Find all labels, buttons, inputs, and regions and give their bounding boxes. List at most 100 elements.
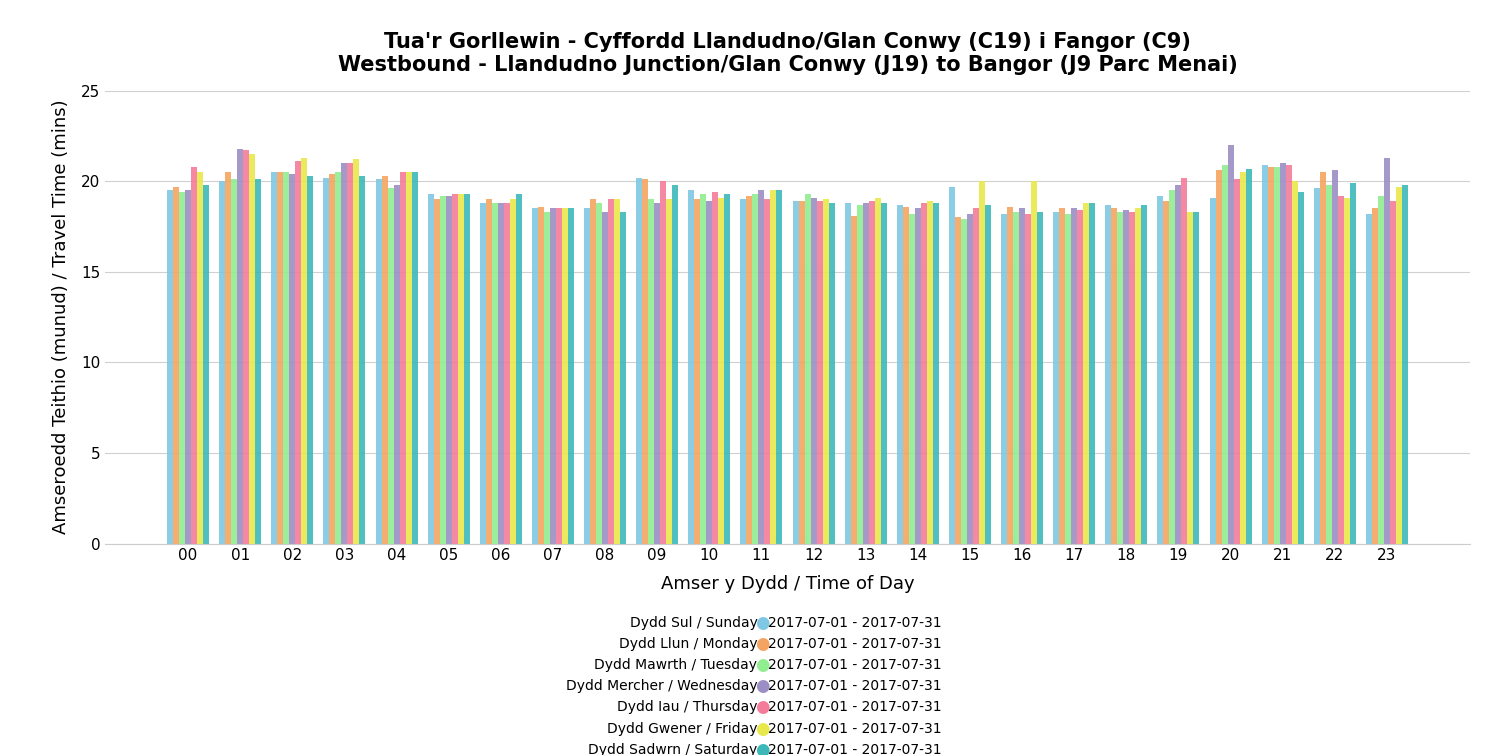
Bar [399,172,405,544]
Bar [290,174,296,544]
Bar [747,196,753,544]
Bar [897,205,903,544]
Bar [1007,207,1013,544]
Bar [1280,163,1286,544]
Bar [654,203,660,544]
Bar [666,199,672,544]
Bar [950,186,956,544]
Bar [486,199,492,544]
Bar [868,201,874,544]
Bar [387,189,393,544]
Bar [219,181,225,544]
Bar [862,203,868,544]
Bar [986,205,992,544]
Bar [962,219,968,544]
Bar [243,150,249,544]
Bar [354,159,360,544]
Bar [741,199,747,544]
Bar [178,192,184,544]
Bar [1344,198,1350,544]
Bar [1402,185,1408,544]
Bar [753,194,759,544]
Bar [688,190,694,544]
Bar [255,180,261,544]
Bar [724,194,730,544]
Bar [1372,208,1378,544]
Bar [544,212,550,544]
Bar [568,208,574,544]
Bar [804,194,810,544]
Bar [433,199,439,544]
Bar [1366,214,1372,544]
Bar [642,180,648,544]
Bar [777,190,783,544]
Bar [411,172,417,544]
Bar [850,216,856,544]
Bar [1268,167,1274,544]
Bar [700,194,706,544]
Text: ●: ● [754,698,770,716]
Bar [231,180,237,544]
Bar [1378,196,1384,544]
Bar [1176,185,1182,544]
Bar [196,172,202,544]
Bar [1164,201,1170,544]
Bar [1036,212,1042,544]
Bar [596,203,602,544]
X-axis label: Amser y Dydd / Time of Day: Amser y Dydd / Time of Day [660,575,915,593]
Bar [718,198,724,544]
Bar [956,217,962,544]
Text: 2017-07-01 - 2017-07-31: 2017-07-01 - 2017-07-31 [768,701,942,714]
Bar [648,199,654,544]
Bar [844,203,850,544]
Bar [1130,212,1136,544]
Bar [172,186,178,544]
Bar [1158,196,1164,544]
Text: Dydd Sadwrn / Saturday: Dydd Sadwrn / Saturday [588,743,758,755]
Bar [381,176,387,544]
Bar [1053,212,1059,544]
Bar [771,190,777,544]
Bar [550,208,556,544]
Bar [308,176,314,544]
Bar [1286,165,1292,544]
Bar [672,185,678,544]
Bar [1274,167,1280,544]
Bar [562,208,568,544]
Bar [1233,180,1239,544]
Bar [440,196,446,544]
Bar [1209,198,1215,544]
Bar [1106,205,1112,544]
Bar [880,203,886,544]
Bar [602,212,608,544]
Bar [1396,186,1402,544]
Bar [302,158,307,544]
Bar [1314,189,1320,544]
Text: 2017-07-01 - 2017-07-31: 2017-07-01 - 2017-07-31 [768,743,942,755]
Bar [458,194,464,544]
Bar [1124,210,1130,544]
Bar [822,199,828,544]
Bar [1083,203,1089,544]
Bar [1019,208,1025,544]
Bar [974,208,980,544]
Text: 2017-07-01 - 2017-07-31: 2017-07-01 - 2017-07-31 [768,637,942,651]
Bar [1024,214,1030,544]
Bar [166,190,172,544]
Bar [1384,158,1390,544]
Bar [1065,214,1071,544]
Bar [1215,171,1221,544]
Bar [1077,210,1083,544]
Bar [706,201,712,544]
Bar [792,201,798,544]
Bar [921,203,927,544]
Text: 2017-07-01 - 2017-07-31: 2017-07-01 - 2017-07-31 [768,616,942,630]
Bar [1071,208,1077,544]
Text: Dydd Mercher / Wednesday: Dydd Mercher / Wednesday [566,680,758,693]
Bar [856,205,862,544]
Text: ●: ● [754,656,770,674]
Bar [360,176,366,544]
Bar [1390,201,1396,544]
Bar [1013,212,1019,544]
Bar [636,177,642,544]
